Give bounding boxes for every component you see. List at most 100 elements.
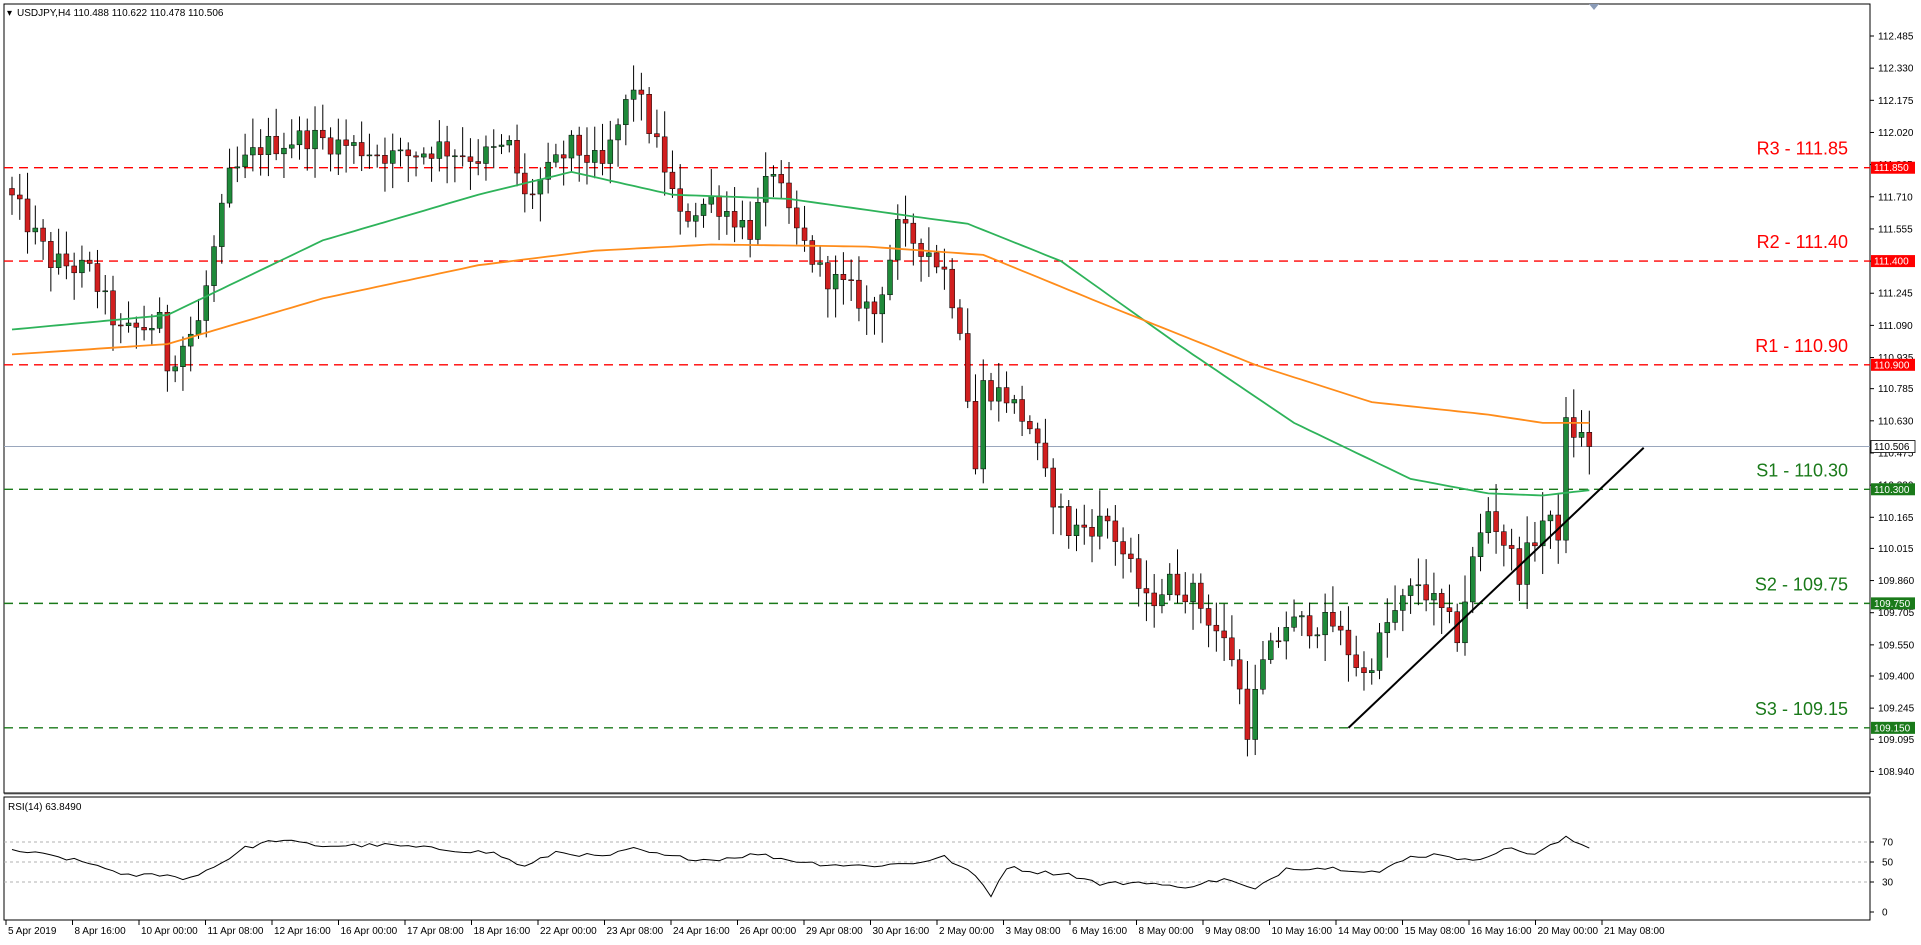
candle-bearish: [941, 266, 948, 270]
candle-bearish: [661, 136, 668, 173]
price-tick-label: 111.245: [1878, 289, 1913, 300]
level-price-tag: [1871, 597, 1915, 610]
candle-bearish: [599, 150, 606, 164]
rsi-panel-header: RSI(14) 63.8490: [8, 802, 82, 813]
price-panel-frame: [3, 3, 1871, 794]
candle-bullish: [296, 130, 303, 146]
candle-bullish: [1563, 417, 1569, 541]
candle-bullish: [879, 294, 885, 315]
candle-bearish: [669, 171, 676, 190]
candle-bearish: [374, 154, 380, 157]
candle-bearish: [1213, 624, 1220, 632]
time-tick-label: 12 Apr 16:00: [274, 926, 331, 937]
candle-bullish: [1314, 634, 1321, 637]
candle-bearish: [257, 147, 264, 155]
candle-bullish: [545, 161, 551, 180]
candle-bullish: [32, 227, 39, 233]
time-axis: 5 Apr 2019 8 Apr 16:00 10 Apr 00:00 11 Apr …: [5, 920, 1665, 937]
candle-bullish: [739, 220, 746, 228]
candle-bullish: [996, 387, 1002, 402]
time-tick-label: 8 Apr 16:00: [75, 926, 127, 937]
time-tick-label: 5 Apr 2019: [8, 926, 57, 937]
candle-bullish: [335, 139, 342, 155]
candle-bearish: [1198, 582, 1204, 609]
price-tick-label: 109.095: [1878, 735, 1915, 746]
candle-bearish: [475, 161, 481, 164]
price-tick-label: 110.015: [1878, 544, 1914, 555]
candle-bullish: [1291, 616, 1297, 628]
candle-bullish: [1431, 593, 1437, 601]
candle-bullish: [1578, 432, 1585, 438]
candle-bearish: [40, 227, 46, 242]
ascending-trendline: [1347, 447, 1645, 729]
candle-bearish: [576, 134, 582, 156]
candle-bullish: [226, 167, 233, 204]
candle-bullish: [623, 99, 629, 126]
candle-bearish: [1120, 541, 1126, 555]
candle-bullish: [1011, 399, 1018, 404]
candle-bullish: [1058, 506, 1064, 508]
candle-bearish: [972, 401, 979, 470]
candle-bearish: [786, 182, 792, 209]
candle-bullish: [1524, 542, 1530, 585]
candle-bearish: [1532, 542, 1538, 547]
price-tick-label: 111.555: [1878, 224, 1913, 235]
candle-bearish: [405, 149, 412, 157]
candle-bearish: [716, 195, 722, 217]
time-tick-label: 23 Apr 08:00: [607, 926, 664, 937]
candle-bearish: [118, 324, 124, 327]
candle-bearish: [584, 154, 590, 163]
level-price-tag-text: 109.750: [1874, 599, 1911, 610]
candle-bearish: [320, 129, 326, 139]
candle-bullish: [1477, 532, 1484, 557]
candle-bullish: [281, 147, 287, 155]
time-tick-label: 9 May 08:00: [1205, 926, 1260, 937]
candle-bearish: [1353, 654, 1359, 668]
candle-bearish: [164, 312, 171, 372]
rsi-tick-label: 50: [1882, 858, 1894, 869]
time-tick-label: 11 Apr 08:00: [208, 926, 264, 937]
candle-bearish: [343, 139, 349, 146]
candle-bullish: [770, 174, 777, 177]
candle-bearish: [825, 262, 831, 290]
candle-bullish: [498, 144, 505, 147]
candle-bullish: [195, 320, 202, 335]
candle-bullish: [250, 147, 256, 156]
candle-bearish: [1135, 558, 1142, 589]
price-tick-label: 110.165: [1878, 513, 1914, 524]
candle-bearish: [957, 307, 963, 334]
support-label: S2 - 109.75: [1755, 574, 1848, 594]
candle-bearish: [94, 263, 101, 292]
time-tick-label: 3 May 08:00: [1006, 926, 1061, 937]
chart-shift-marker-icon[interactable]: [1589, 4, 1599, 10]
candle-bearish: [327, 137, 334, 155]
candle-bearish: [24, 198, 31, 233]
time-tick-label: 16 May 16:00: [1471, 926, 1532, 937]
candle-bearish: [910, 222, 917, 244]
level-price-tag: [1871, 483, 1915, 496]
candle-bullish: [211, 246, 217, 286]
price-tick-label: 110.630: [1878, 416, 1914, 427]
candle-bearish: [1143, 588, 1150, 594]
candle-bullish: [1159, 594, 1165, 607]
candle-bearish: [1151, 592, 1157, 607]
candle-bullish: [568, 134, 575, 159]
candle-bullish: [926, 252, 932, 257]
level-price-tag: [1871, 161, 1915, 174]
candlestick-series: [9, 65, 1593, 757]
candle-bearish: [1081, 524, 1088, 528]
candle-bearish: [1104, 515, 1111, 522]
rsi-panel-frame: [3, 796, 1871, 921]
candle-bullish: [693, 215, 699, 222]
level-price-tag-text: 110.300: [1874, 485, 1910, 496]
candle-bullish: [79, 259, 85, 274]
candle-bearish: [964, 333, 971, 402]
candle-bearish: [1050, 467, 1056, 508]
time-tick-label: 24 Apr 16:00: [673, 926, 730, 937]
candle-bearish: [514, 140, 520, 174]
collapse-arrow-icon[interactable]: ▾: [7, 8, 12, 19]
time-tick-label: 6 May 16:00: [1072, 926, 1127, 937]
candle-bullish: [187, 333, 194, 347]
